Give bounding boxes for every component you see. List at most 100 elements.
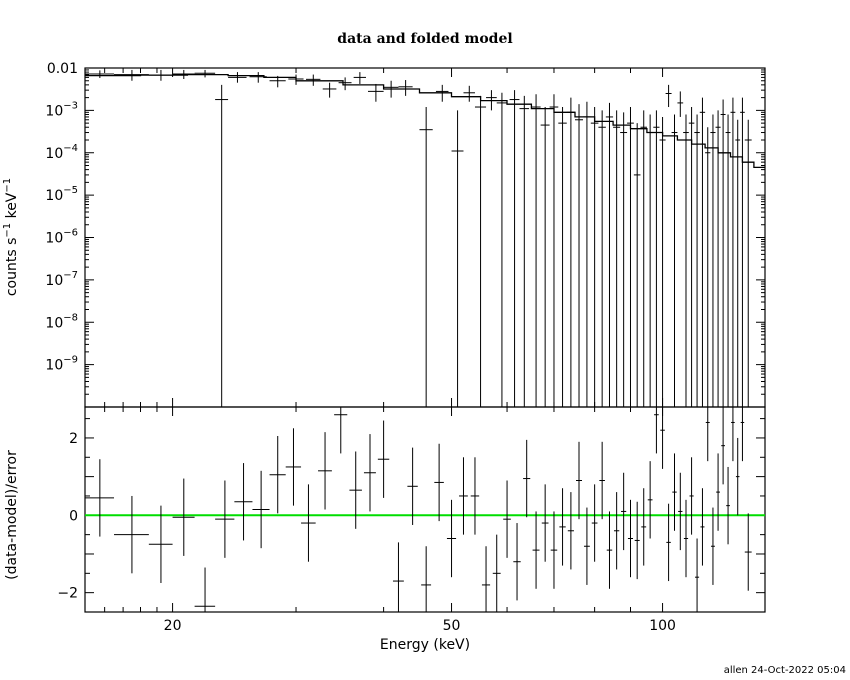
residual-point [285,428,302,506]
data-point [582,101,591,407]
data-point [659,116,666,407]
residual-point [492,534,501,612]
data-point [705,127,711,407]
residual-point [591,484,598,562]
data-point [114,69,149,81]
residual-point [407,447,418,525]
data-point [228,72,247,83]
data-point [531,94,541,407]
chart-title: data and folded model [337,31,512,47]
data-point [566,97,575,407]
data-point [574,104,583,407]
y-tick-base: 10 [45,188,63,204]
residual-point [721,407,725,485]
bottom-panel-frame [84,406,766,613]
residual-point [606,511,613,589]
ylabel-sup-2: −1 [2,178,13,193]
y-tick-base: 0.01 [47,61,78,77]
bottom-x-ticks: 20 50 100 [84,407,676,634]
residual-point [459,457,468,535]
data-point [633,123,641,407]
data-point [613,110,621,407]
top-x-ticks [84,68,664,407]
y-tick-exponent: −7 [63,270,78,281]
y-tick-label: 10−6 [45,228,78,247]
data-point [688,107,695,407]
data-point [558,107,567,407]
data-point [730,97,736,407]
residual-point [575,441,583,520]
residual-point [392,542,404,612]
ylabel-sup-1: −1 [2,223,13,238]
residual-point [234,463,253,541]
residual-point [613,492,620,570]
y-tick-label: 10−3 [45,100,78,119]
y-tick-label: 10−8 [45,312,78,331]
ylabel-part-1: counts s [4,238,20,297]
data-point [383,80,399,98]
data-point [735,119,741,407]
data-point [486,90,497,111]
residual-point [660,407,665,469]
data-point [338,77,352,91]
residual-point [349,451,362,529]
residual-point [627,499,634,578]
residual-point [194,567,216,612]
residual-point [541,484,549,562]
residual-point [377,420,390,498]
data-point [269,75,286,88]
footer-stamp: allen 24-Oct-2022 05:04 [724,665,846,676]
top-y-axis-label: counts s−1 keV−1 [2,178,20,296]
bottom-y-ticks: 2 0 −2 [57,418,765,613]
data-point [627,107,634,407]
y-tick-label: 10−5 [45,185,78,204]
y-tick-label: 2 [69,431,78,447]
y-tick-label: 0.01 [47,61,78,77]
residual-point [634,501,640,580]
y-tick-exponent: −6 [63,228,78,239]
data-point [699,97,706,407]
residual-point [215,480,235,558]
residual-point [567,492,574,570]
residual-point [503,480,511,558]
data-point [677,91,684,117]
y-tick-base: 10 [45,103,63,119]
residual-point [85,459,115,537]
residual-point [550,511,558,589]
x-axis-label: Energy (keV) [380,637,470,653]
data-point [671,114,678,407]
data-point [720,99,726,407]
residual-point [647,461,653,539]
residual-point [744,513,752,591]
y-tick-label: 0 [69,508,78,524]
data-point [653,110,660,407]
data-point [172,69,195,80]
data-point [419,107,433,407]
data-point [509,90,520,407]
residual-point [172,478,195,556]
y-tick-label: 10−7 [45,270,78,289]
ylabel-part-2: keV [4,192,20,223]
bottom-y-axis-label: (data-model)/error [4,450,20,580]
data-point [640,110,647,407]
residual-point [559,488,566,566]
residual-point [689,457,694,535]
residual-point [599,441,605,520]
residual-point [532,511,540,589]
residual-point [434,443,444,522]
data-point [288,74,304,85]
residual-point [269,436,286,514]
residual-point [481,546,491,612]
data-point [249,72,267,83]
residual-point [318,432,332,510]
residual-points [85,407,752,612]
data-point [598,110,606,407]
data-point [519,95,530,407]
data-point [215,84,229,407]
data-point [306,74,321,86]
data-point [725,114,731,407]
data-point [740,97,745,407]
residual-point [731,407,735,462]
residual-point [583,507,590,585]
